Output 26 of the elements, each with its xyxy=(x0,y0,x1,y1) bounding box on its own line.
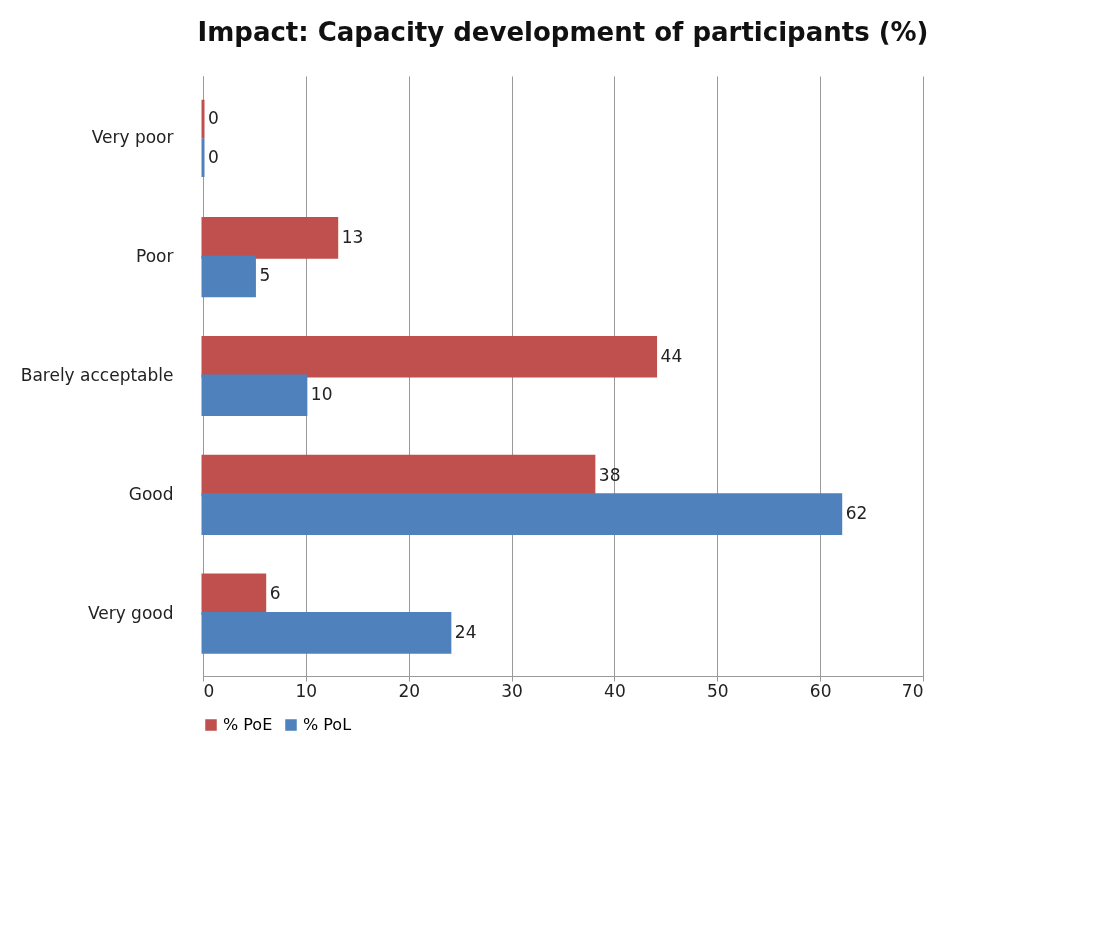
data-label: 5 xyxy=(259,265,271,286)
chart-title: Impact: Capacity development of participants (%) xyxy=(197,17,929,47)
x-tick-label: 50 xyxy=(706,680,729,701)
x-tick-label: 40 xyxy=(604,680,626,701)
data-label: 44 xyxy=(660,345,683,366)
x-tick-label: 10 xyxy=(295,680,318,701)
data-label: 13 xyxy=(341,226,364,247)
x-tick-label: 0 xyxy=(203,680,215,701)
y-tick-label: Very good xyxy=(87,602,174,623)
data-label: 38 xyxy=(598,464,621,485)
y-tick-label: Very poor xyxy=(91,127,174,148)
legend-label: % PoL xyxy=(303,715,352,734)
data-label: 0 xyxy=(208,146,219,167)
x-tick-label: 60 xyxy=(809,680,832,701)
data-label: 6 xyxy=(269,583,281,604)
data-label: 24 xyxy=(454,621,477,642)
data-label: 10 xyxy=(310,384,333,405)
legend-label: % PoE xyxy=(223,715,273,734)
y-tick-label: Good xyxy=(128,483,174,504)
data-label: 62 xyxy=(845,503,868,524)
y-tick-label: Barely acceptable xyxy=(20,365,174,385)
y-tick-label: Poor xyxy=(136,246,174,267)
x-tick-label: 20 xyxy=(398,680,421,701)
data-label: 0 xyxy=(208,108,219,129)
x-tick-label: 30 xyxy=(501,680,523,701)
x-tick-label: 70 xyxy=(901,680,924,701)
